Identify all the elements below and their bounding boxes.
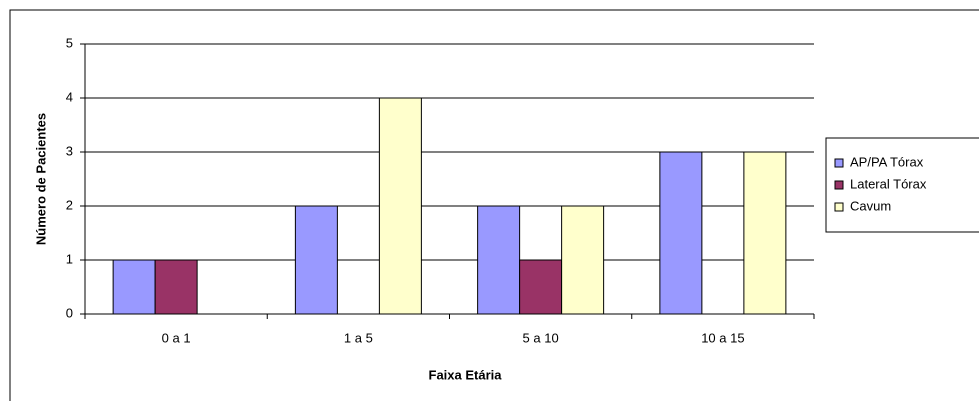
y-axis-label: Número de Pacientes: [33, 113, 48, 245]
legend-label: AP/PA Tórax: [850, 154, 924, 169]
bar: [519, 259, 563, 315]
y-tick-label: 1: [66, 251, 73, 266]
y-tick-label: 3: [66, 143, 73, 158]
legend-swatch: [834, 180, 844, 190]
bar: [659, 151, 703, 315]
x-tick-label: 1 a 5: [344, 330, 373, 345]
bar: [743, 151, 787, 315]
bar: [294, 205, 338, 315]
x-tick-label: 0 a 1: [162, 330, 191, 345]
y-tick-label: 2: [66, 197, 73, 212]
bar: [561, 205, 605, 315]
y-tick-label: 5: [66, 35, 73, 50]
y-tick-label: 4: [66, 89, 73, 104]
bar: [154, 259, 198, 315]
x-axis-label: Faixa Etária: [429, 367, 503, 382]
x-tick-label: 5 a 10: [523, 330, 559, 345]
y-tick-label: 0: [66, 305, 73, 320]
legend-swatch: [834, 202, 844, 212]
legend-label: Lateral Tórax: [850, 176, 927, 191]
x-tick-label: 10 a 15: [701, 330, 744, 345]
bar: [378, 97, 422, 315]
legend-label: Cavum: [850, 198, 891, 213]
legend-swatch: [834, 158, 844, 168]
bar: [112, 259, 156, 315]
legend-box: [825, 137, 979, 233]
bar: [477, 205, 521, 315]
